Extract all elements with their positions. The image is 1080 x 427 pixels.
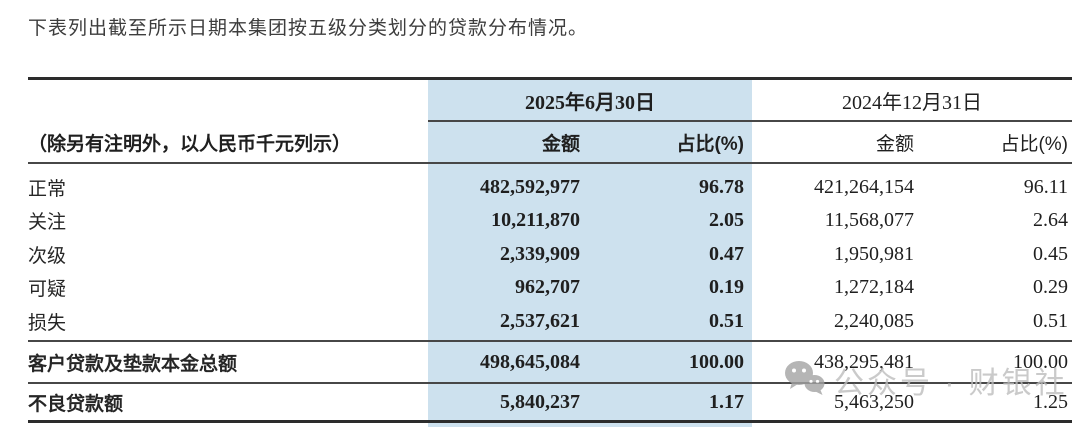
row-label: 次级 <box>28 246 67 267</box>
ratio-2025: 1.17 <box>709 390 744 413</box>
total-row-top-border <box>28 340 1072 342</box>
period-header-underline <box>428 120 1072 122</box>
ratio-2024: 0.51 <box>1033 310 1068 332</box>
table-row-npl: 不良贷款额 5,840,237 1.17 5,463,250 1.25 <box>28 384 1072 420</box>
amount-2025: 2,339,909 <box>500 243 580 265</box>
amount-2024: 5,463,250 <box>834 390 914 413</box>
intro-text: 下表列出截至所示日期本集团按五级分类划分的贷款分布情况。 <box>28 18 589 39</box>
row-label: 不良贷款额 <box>28 393 124 415</box>
table-row-substandard: 次级 2,339,909 0.47 1,950,981 0.45 <box>28 238 1072 271</box>
column-header-row: （除另有注明外，以人民币千元列示） 金额 占比(%) 金额 占比(%) <box>28 124 1072 160</box>
npl-row-top-border <box>28 382 1072 384</box>
table-row-doubtful: 可疑 962,707 0.19 1,272,184 0.29 <box>28 271 1072 304</box>
table-bottom-border <box>28 420 1072 423</box>
period-header-2024: 2024年12月31日 <box>842 91 982 114</box>
column-header-underline <box>28 162 1072 164</box>
ratio-2024: 96.11 <box>1023 176 1068 198</box>
amount-2025: 498,645,084 <box>480 350 580 373</box>
row-label: 损失 <box>28 313 67 334</box>
ratio-2025: 2.05 <box>709 209 744 231</box>
ratio-2025: 96.78 <box>699 176 744 198</box>
period-header-row: 2025年6月30日 2024年12月31日 <box>28 82 1072 118</box>
table-row-loss: 损失 2,537,621 0.51 2,240,085 0.51 <box>28 305 1072 338</box>
amount-2024: 2,240,085 <box>834 310 914 332</box>
ratio-2024: 2.64 <box>1033 209 1068 231</box>
amount-2025: 10,211,870 <box>491 209 580 231</box>
highlight-column-2025 <box>428 80 752 427</box>
amount-2024: 1,272,184 <box>834 276 914 298</box>
table-row-special-mention: 关注 10,211,870 2.05 11,568,077 2.64 <box>28 204 1072 237</box>
ratio-2025: 0.19 <box>709 276 744 298</box>
amount-2024: 421,264,154 <box>814 176 914 198</box>
table-note: （除另有注明外，以人民币千元列示） <box>28 133 352 155</box>
ratio-2025: 0.47 <box>709 243 744 265</box>
ratio-2025: 0.51 <box>709 310 744 332</box>
column-header-amount-2024: 金额 <box>875 133 914 155</box>
column-header-ratio-2024: 占比(%) <box>1000 133 1068 155</box>
ratio-2024: 0.45 <box>1033 243 1068 265</box>
column-header-ratio-2025: 占比(%) <box>676 133 744 155</box>
ratio-2024: 0.29 <box>1033 276 1068 298</box>
table-top-border <box>28 77 1072 80</box>
row-label: 正常 <box>28 179 67 200</box>
ratio-2024: 1.25 <box>1033 390 1068 413</box>
row-label: 关注 <box>28 212 67 233</box>
ratio-2024: 100.00 <box>1013 350 1068 373</box>
amount-2024: 438,295,481 <box>814 350 914 373</box>
amount-2024: 1,950,981 <box>834 243 914 265</box>
row-label: 可疑 <box>28 279 67 300</box>
amount-2025: 5,840,237 <box>500 390 580 413</box>
table-row-normal: 正常 482,592,977 96.78 421,264,154 96.11 <box>28 171 1072 204</box>
amount-2025: 2,537,621 <box>500 310 580 332</box>
table-row-total-principal: 客户贷款及垫款本金总额 498,645,084 100.00 438,295,4… <box>28 342 1072 382</box>
row-label: 客户贷款及垫款本金总额 <box>28 353 238 375</box>
amount-2025: 482,592,977 <box>480 176 580 198</box>
amount-2024: 11,568,077 <box>824 209 914 231</box>
amount-2025: 962,707 <box>515 276 580 298</box>
period-header-2025: 2025年6月30日 <box>525 91 655 114</box>
column-header-amount-2025: 金额 <box>541 133 580 155</box>
ratio-2025: 100.00 <box>689 350 744 373</box>
